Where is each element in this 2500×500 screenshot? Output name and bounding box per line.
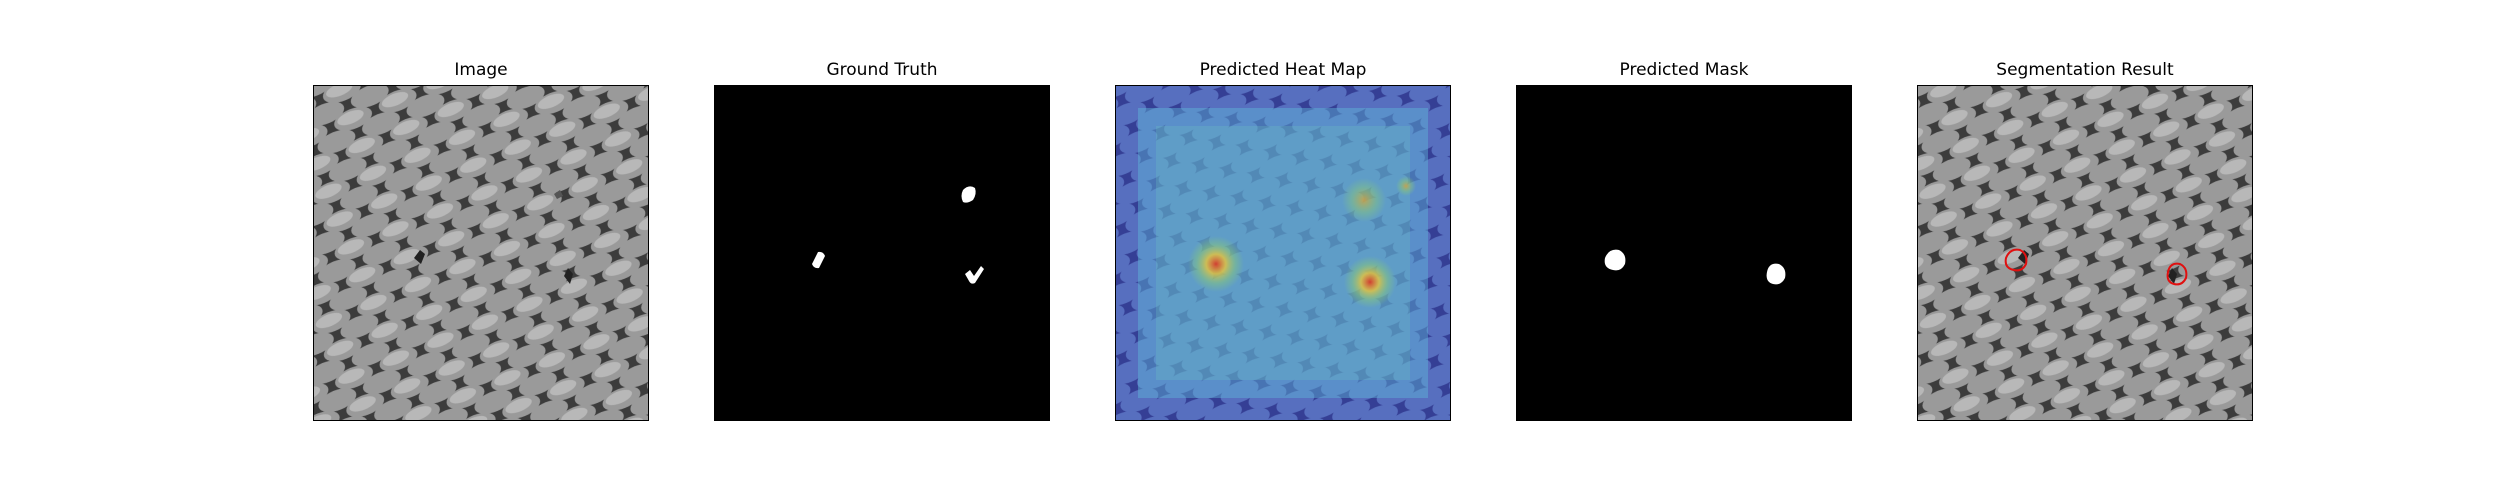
predicted-mask-frame [1516, 85, 1852, 421]
contour-overlay [2004, 248, 2188, 286]
input-image [314, 86, 648, 420]
panel-image: Image [313, 0, 649, 500]
segmentation-frame [1917, 85, 2253, 421]
panel-ground-truth: Ground Truth [714, 0, 1050, 500]
panel-title: Predicted Mask [1619, 60, 1749, 80]
defect-marks [414, 190, 573, 284]
predicted-mask [1517, 86, 1851, 420]
heat-map-frame [1115, 85, 1451, 421]
ground-truth-mask [715, 86, 1049, 420]
panel-title: Segmentation Result [1996, 60, 2174, 80]
panel-predicted-mask: Predicted Mask [1516, 0, 1852, 500]
panel-title: Ground Truth [826, 60, 938, 80]
panel-heat-map: Predicted Heat Map [1115, 0, 1451, 500]
ground-truth-frame [714, 85, 1050, 421]
heat-map [1116, 86, 1450, 420]
panel-title: Image [454, 60, 508, 80]
panel-title: Predicted Heat Map [1199, 60, 1367, 80]
segmentation-image [1918, 86, 2252, 420]
image-frame [313, 85, 649, 421]
panel-segmentation-result: Segmentation Result [1917, 0, 2253, 500]
